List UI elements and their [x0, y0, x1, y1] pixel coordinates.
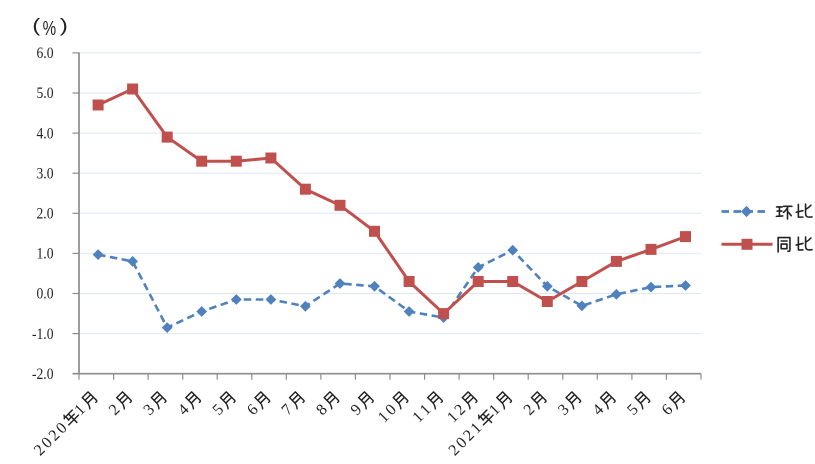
svg-text:3.0: 3.0 — [37, 165, 54, 182]
svg-text:4.0: 4.0 — [37, 125, 54, 142]
svg-text:(: ( — [32, 15, 41, 36]
svg-text:6.0: 6.0 — [37, 45, 54, 62]
svg-text:5.0: 5.0 — [37, 85, 54, 102]
svg-text:%: % — [43, 17, 57, 40]
svg-text:2.0: 2.0 — [37, 206, 54, 223]
svg-text:-1.0: -1.0 — [32, 326, 54, 343]
svg-text:0.0: 0.0 — [37, 286, 54, 303]
svg-text:): ) — [60, 15, 68, 36]
svg-text:-2.0: -2.0 — [32, 366, 54, 383]
svg-text:1.0: 1.0 — [37, 246, 54, 263]
